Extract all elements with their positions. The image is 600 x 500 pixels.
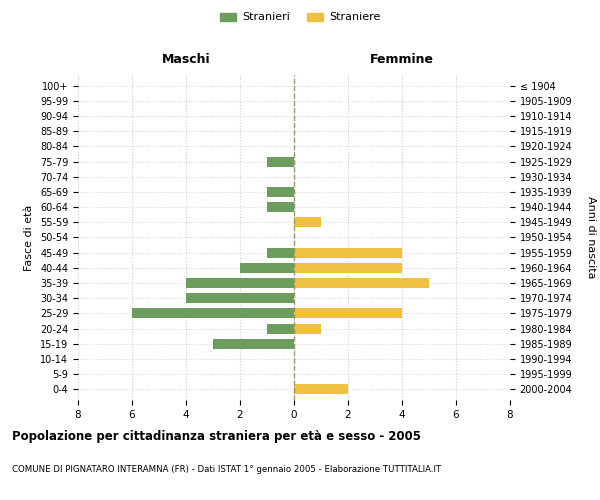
Text: Maschi: Maschi: [161, 53, 211, 66]
Bar: [294, 324, 321, 334]
Text: COMUNE DI PIGNATARO INTERAMNA (FR) - Dati ISTAT 1° gennaio 2005 - Elaborazione T: COMUNE DI PIGNATARO INTERAMNA (FR) - Dat…: [12, 465, 441, 474]
Y-axis label: Fasce di età: Fasce di età: [25, 204, 34, 270]
Bar: [267, 248, 294, 258]
Text: Femmine: Femmine: [370, 53, 434, 66]
Bar: [294, 278, 429, 288]
Bar: [186, 278, 294, 288]
Bar: [294, 218, 321, 227]
Bar: [240, 263, 294, 273]
Bar: [132, 308, 294, 318]
Bar: [294, 308, 402, 318]
Bar: [267, 324, 294, 334]
Bar: [186, 294, 294, 303]
Legend: Stranieri, Straniere: Stranieri, Straniere: [215, 8, 385, 27]
Bar: [294, 263, 402, 273]
Bar: [267, 202, 294, 212]
Bar: [213, 339, 294, 348]
Bar: [267, 156, 294, 166]
Bar: [267, 187, 294, 197]
Bar: [294, 248, 402, 258]
Bar: [294, 384, 348, 394]
Y-axis label: Anni di nascita: Anni di nascita: [586, 196, 596, 279]
Text: Popolazione per cittadinanza straniera per età e sesso - 2005: Popolazione per cittadinanza straniera p…: [12, 430, 421, 443]
